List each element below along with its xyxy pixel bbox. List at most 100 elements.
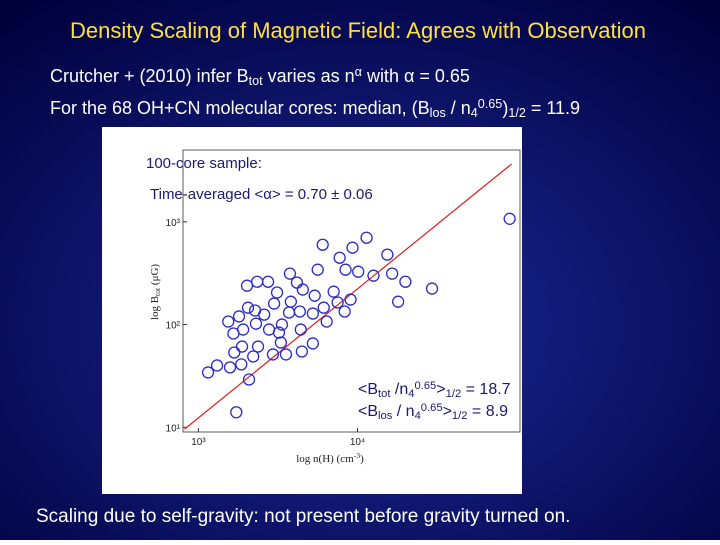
footer-text: Scaling due to self-gravity: not present… [36,506,570,527]
data-point [275,318,289,331]
x-axis-label: log n(H) (cm-3) [296,451,364,465]
data-point [327,285,340,298]
data-point [279,348,293,361]
data-point [316,238,329,251]
data-point [266,348,280,361]
data-point [235,358,248,371]
text-run: 0.65 [478,97,503,111]
y-axis-label: log Btot (μG) [149,264,162,321]
y-tick-label: 10³ [166,218,181,229]
data-point [295,345,309,358]
y-tick-label: 10¹ [166,423,181,434]
text-run: = 18.7 [461,381,510,398]
data-point [248,304,262,317]
data-point [247,350,260,363]
data-point [360,231,373,244]
annotation: <Blos / n40.65>1/2 = 8.9 [358,402,508,422]
text-run: = 11.9 [526,98,580,118]
text-run: log B [149,296,161,320]
data-point [346,241,359,254]
figure-panel [102,127,522,494]
text-run: > [436,381,445,398]
text-line: For the 68 OH+CN molecular cores: median… [50,97,580,120]
text-run: = 8.9 [467,403,508,420]
text-run: los [378,410,393,422]
data-point [241,301,255,314]
data-point [308,289,321,302]
data-point [223,361,237,374]
data-point [333,251,346,264]
x-tick-label: 10³ [191,437,206,448]
text-run: <B [358,381,378,398]
data-point [381,248,394,261]
plot-frame [182,149,521,433]
data-point [230,406,243,419]
data-point [352,265,365,278]
text-run: (μG) [149,264,161,288]
annotation: Time-averaged <α> = 0.70 ± 0.06 [150,186,373,203]
text-run: log n(H) (cm [296,453,354,465]
text-run: 0.65 [415,380,437,392]
data-point [339,263,352,276]
text-run: with α = 0.65 [362,66,470,86]
annotation: 100-core sample: [146,155,262,172]
plot: 10³ 10⁴ 10¹ 10² 10³ [166,163,516,448]
data-point [228,346,241,359]
text-line: Crutcher + (2010) infer Btot varies as n… [50,65,470,88]
data-point [242,373,256,386]
data-point [338,305,351,318]
data-point [201,366,215,379]
data-point [344,293,357,306]
data-point [294,323,307,336]
data-point [251,340,265,353]
text-run: Crutcher + (2010) infer B [50,66,249,86]
text-run: ) [502,98,508,118]
text-run: 1/2 [508,106,526,120]
data-point [425,282,439,295]
data-point [296,283,309,296]
data-point [331,296,344,309]
data-point [267,297,281,310]
data-point [385,267,399,280]
text-run: <B [358,403,378,420]
data-point [391,295,405,308]
data-point [306,337,320,350]
data-point [210,359,224,372]
data-point [240,279,254,292]
data-point [270,286,284,299]
data-point [320,315,333,328]
text-run: For the 68 OH+CN molecular cores: median… [50,98,430,118]
text-run: los [430,106,446,120]
text-run: -3 [354,451,361,460]
text-run: 0.65 [421,402,443,414]
data-point [272,326,286,339]
y-tick-label: 10² [166,321,181,332]
text-run: α [355,65,362,79]
text-run: 4 [471,106,478,120]
data-point [249,317,263,330]
text-run: tot [378,388,391,400]
fit-line [184,163,512,430]
text-run: tot [249,74,264,88]
data-point [399,275,412,288]
slide-title: Density Scaling of Magnetic Field: Agree… [70,18,646,43]
text-run: > [443,403,452,420]
x-tick-label: 10⁴ [350,437,365,448]
text-run: / n [446,98,471,118]
text-run: / n [392,403,414,420]
text-run: 1/2 [452,410,468,422]
data-point [236,323,250,336]
annotation: <Btot /n40.65>1/2 = 18.7 [358,380,511,400]
data-point [232,310,246,323]
data-point [235,340,249,353]
text-run: 1/2 [446,388,462,400]
data-point [283,267,297,280]
text-run: 4 [415,410,421,422]
text-run: ) [360,453,364,465]
data-point [367,269,380,282]
data-point [306,307,320,320]
text-run: varies as n [263,66,355,86]
data-point [222,315,235,328]
